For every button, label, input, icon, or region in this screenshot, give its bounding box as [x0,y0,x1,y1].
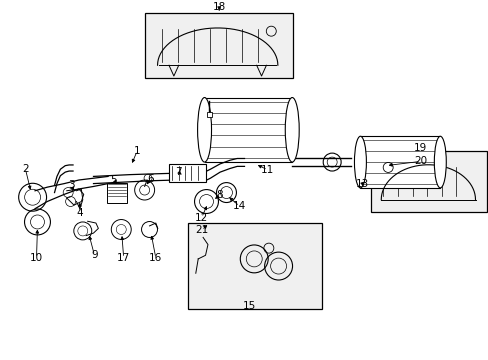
Ellipse shape [197,98,211,162]
Text: 5: 5 [110,175,117,185]
Text: 12: 12 [195,213,208,222]
Ellipse shape [433,136,446,188]
Text: 11: 11 [261,165,274,175]
Text: 14: 14 [232,201,246,211]
Bar [169,164,205,182]
Text: 1: 1 [134,145,141,156]
Ellipse shape [354,136,366,188]
Text: 10: 10 [30,253,43,263]
Text: 9: 9 [91,250,98,260]
Text: 3: 3 [68,180,75,190]
Bar [204,98,292,162]
Text: 16: 16 [149,253,162,263]
Bar [360,136,439,188]
Text: 7: 7 [175,167,182,177]
Text: 20: 20 [413,156,427,166]
Bar [144,13,293,78]
Bar [206,112,212,117]
Text: 4: 4 [77,208,83,218]
Text: 8: 8 [215,190,222,201]
Text: 21: 21 [195,225,208,235]
Ellipse shape [285,98,299,162]
Text: 15: 15 [242,301,256,311]
Text: 18: 18 [212,2,225,12]
Bar [370,150,486,212]
Text: 19: 19 [413,143,427,153]
Bar [188,223,322,309]
Text: 17: 17 [117,253,130,263]
Text: 2: 2 [22,163,29,174]
Text: 6: 6 [147,174,154,184]
Text: 13: 13 [355,179,368,189]
Bar [107,183,126,203]
